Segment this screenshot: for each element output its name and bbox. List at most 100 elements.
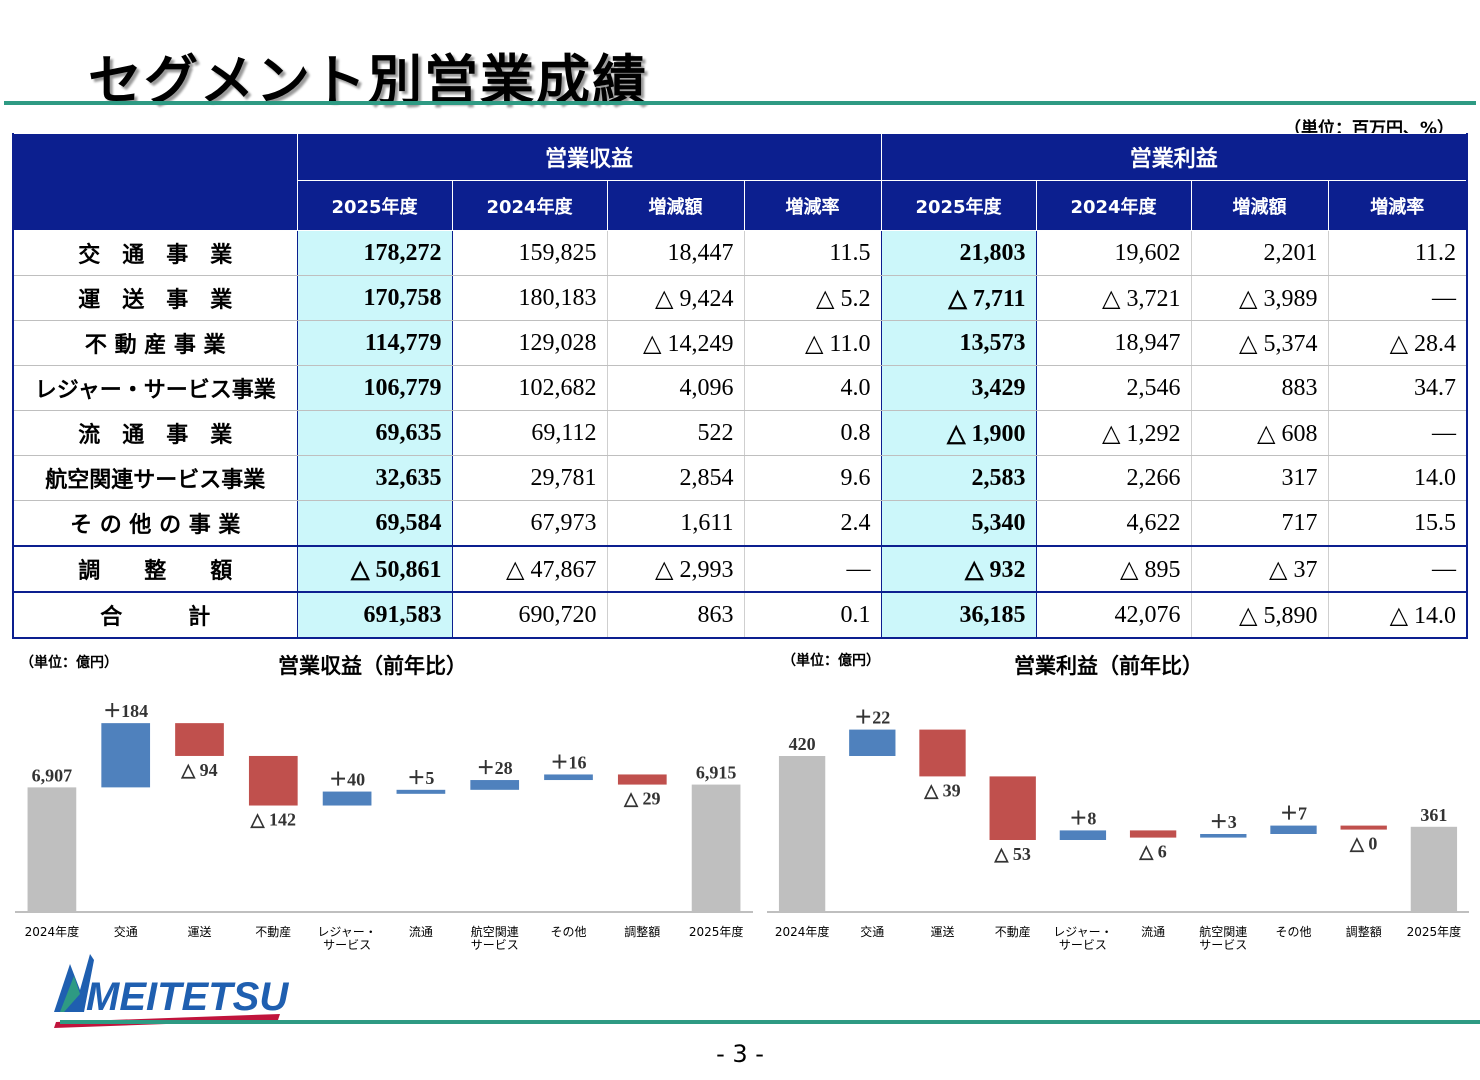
table-row: レジャー・サービス事業 106,779 102,682 4,096 4.0 3,429 2,… <box>13 365 1468 411</box>
data-label: △ 6 <box>1138 842 1166 862</box>
table-row: 調 整 額 △ 50,861 △ 47,867 △ 2,993 ― △ 932 △ 895 △… <box>13 545 1468 593</box>
waterfall-bar <box>778 756 826 912</box>
table-cell: 178,272 <box>297 230 453 276</box>
data-label: ＋16 <box>551 752 587 772</box>
page-number: - 3 - <box>716 1040 764 1068</box>
table-cell: 11.5 <box>744 230 882 276</box>
category-label: 不動産 <box>255 924 291 939</box>
table-cell: △ 608 <box>1191 410 1329 456</box>
category-label: サービス <box>1199 938 1247 952</box>
data-label: △ 142 <box>250 810 296 830</box>
category-label: その他 <box>550 925 586 939</box>
data-label: ＋8 <box>1069 808 1096 828</box>
category-label: 調整額 <box>1346 924 1382 939</box>
table-cell: 18,447 <box>607 230 745 276</box>
category-label: 不動産 <box>995 924 1031 939</box>
chart-title-profit: 営業利益（前年比） <box>1014 654 1203 678</box>
column-header: 増減額 <box>1190 180 1329 231</box>
table-cell: 18,947 <box>1036 320 1192 366</box>
table-cell: 691,583 <box>297 591 453 639</box>
data-label: ＋7 <box>1280 804 1307 824</box>
waterfall-bar <box>322 791 372 806</box>
category-label: その他 <box>1275 925 1311 939</box>
table-cell: ― <box>1328 275 1468 321</box>
table-cell: △ 47,867 <box>452 545 608 593</box>
table-cell: △ 5,890 <box>1191 591 1329 639</box>
table-cell: △ 50,861 <box>297 545 453 593</box>
data-label: 420 <box>789 734 816 754</box>
waterfall-bar <box>27 787 77 912</box>
table-cell: 690,720 <box>452 591 608 639</box>
segment-table: 営業収益 営業利益 2025年度 2024年度 増減額 増減率 2025年度 2… <box>12 133 1469 639</box>
table-cell: △ 9,424 <box>607 275 745 321</box>
chart-unit-revenue: （単位：億円） <box>20 655 118 671</box>
row-label: レジャー・サービス事業 <box>13 365 298 411</box>
logo-wordmark: MEITETSU <box>86 975 289 1019</box>
table-cell: 2,201 <box>1191 230 1329 276</box>
table-cell: 4,622 <box>1036 500 1192 547</box>
table-cell: 522 <box>607 410 745 456</box>
waterfall-bar <box>1410 826 1458 912</box>
table-row: 交 通 事 業 178,272 159,825 18,447 11.5 21,803 19,… <box>13 230 1468 276</box>
table-cell: 129,028 <box>452 320 608 366</box>
table-cell: 180,183 <box>452 275 608 321</box>
table-row: そ の 他 の 事 業 69,584 67,973 1,611 2.4 5,340 4,62… <box>13 500 1468 547</box>
table-cell: △ 3,989 <box>1191 275 1329 321</box>
data-label: 6,915 <box>696 763 737 783</box>
table-cell: △ 37 <box>1191 545 1329 593</box>
table-cell: △ 1,292 <box>1036 410 1192 456</box>
table-cell: 717 <box>1191 500 1329 547</box>
table-cell: △ 895 <box>1036 545 1192 593</box>
data-label: ＋3 <box>1210 812 1237 832</box>
waterfall-bar <box>470 780 520 790</box>
table-cell: 34.7 <box>1328 365 1468 411</box>
table-cell: 317 <box>1191 455 1329 501</box>
row-label: そ の 他 の 事 業 <box>13 500 298 547</box>
chart-unit-profit: （単位：億円） <box>782 653 880 669</box>
table-cell: 3,429 <box>881 365 1037 411</box>
waterfall-bar <box>617 774 667 785</box>
category-label: 流通 <box>1141 925 1165 939</box>
table-cell: 2,266 <box>1036 455 1192 501</box>
table-cell: 19,602 <box>1036 230 1192 276</box>
table-cell: 170,758 <box>297 275 453 321</box>
category-label: 交通 <box>860 924 884 939</box>
table-cell: △ 11.0 <box>744 320 882 366</box>
category-label: サービス <box>1059 938 1107 952</box>
table-cell: △ 3,721 <box>1036 275 1192 321</box>
table-cell: 5,340 <box>881 500 1037 547</box>
waterfall-bar <box>1270 825 1317 834</box>
data-label: △ 39 <box>923 780 960 800</box>
category-label: 流通 <box>409 925 433 939</box>
category-label: 2024年度 <box>775 924 830 939</box>
category-label: サービス <box>471 938 519 952</box>
data-label: 6,907 <box>32 765 73 785</box>
row-label: 流 通 事 業 <box>13 410 298 456</box>
category-label: 航空関連 <box>1199 924 1247 939</box>
waterfall-bar <box>919 729 966 777</box>
row-label: 不 動 産 事 業 <box>13 320 298 366</box>
group-header-profit: 営業利益 <box>880 133 1468 181</box>
table-cell: 13,573 <box>881 320 1037 366</box>
table-cell: 42,076 <box>1036 591 1192 639</box>
column-header: 2024年度 <box>451 180 608 231</box>
table-cell: ― <box>1328 545 1468 593</box>
footer-divider <box>60 1020 1480 1024</box>
waterfall-bar <box>989 776 1036 840</box>
table-cell: 0.1 <box>744 591 882 639</box>
table-cell: 29,781 <box>452 455 608 501</box>
table-cell: 69,112 <box>452 410 608 456</box>
data-label: △ 53 <box>994 844 1031 864</box>
table-cell: 67,973 <box>452 500 608 547</box>
revenue-waterfall-chart: 6,907 2024年度 ＋184 交通 △ 94 運送 △ 142 不動産 ＋40 レジャー・サ… <box>15 701 753 952</box>
waterfall-bar <box>101 723 151 788</box>
data-label: △ 94 <box>180 760 217 780</box>
table-cell: △ 28.4 <box>1328 320 1468 366</box>
waterfall-bar <box>1129 830 1177 838</box>
data-label: ＋28 <box>477 758 513 778</box>
category-label: 交通 <box>114 924 138 939</box>
waterfall-bar <box>1200 834 1247 838</box>
group-header-revenue: 営業収益 <box>296 133 882 181</box>
table-cell: 883 <box>1191 365 1329 411</box>
waterfall-bar <box>1059 830 1107 840</box>
